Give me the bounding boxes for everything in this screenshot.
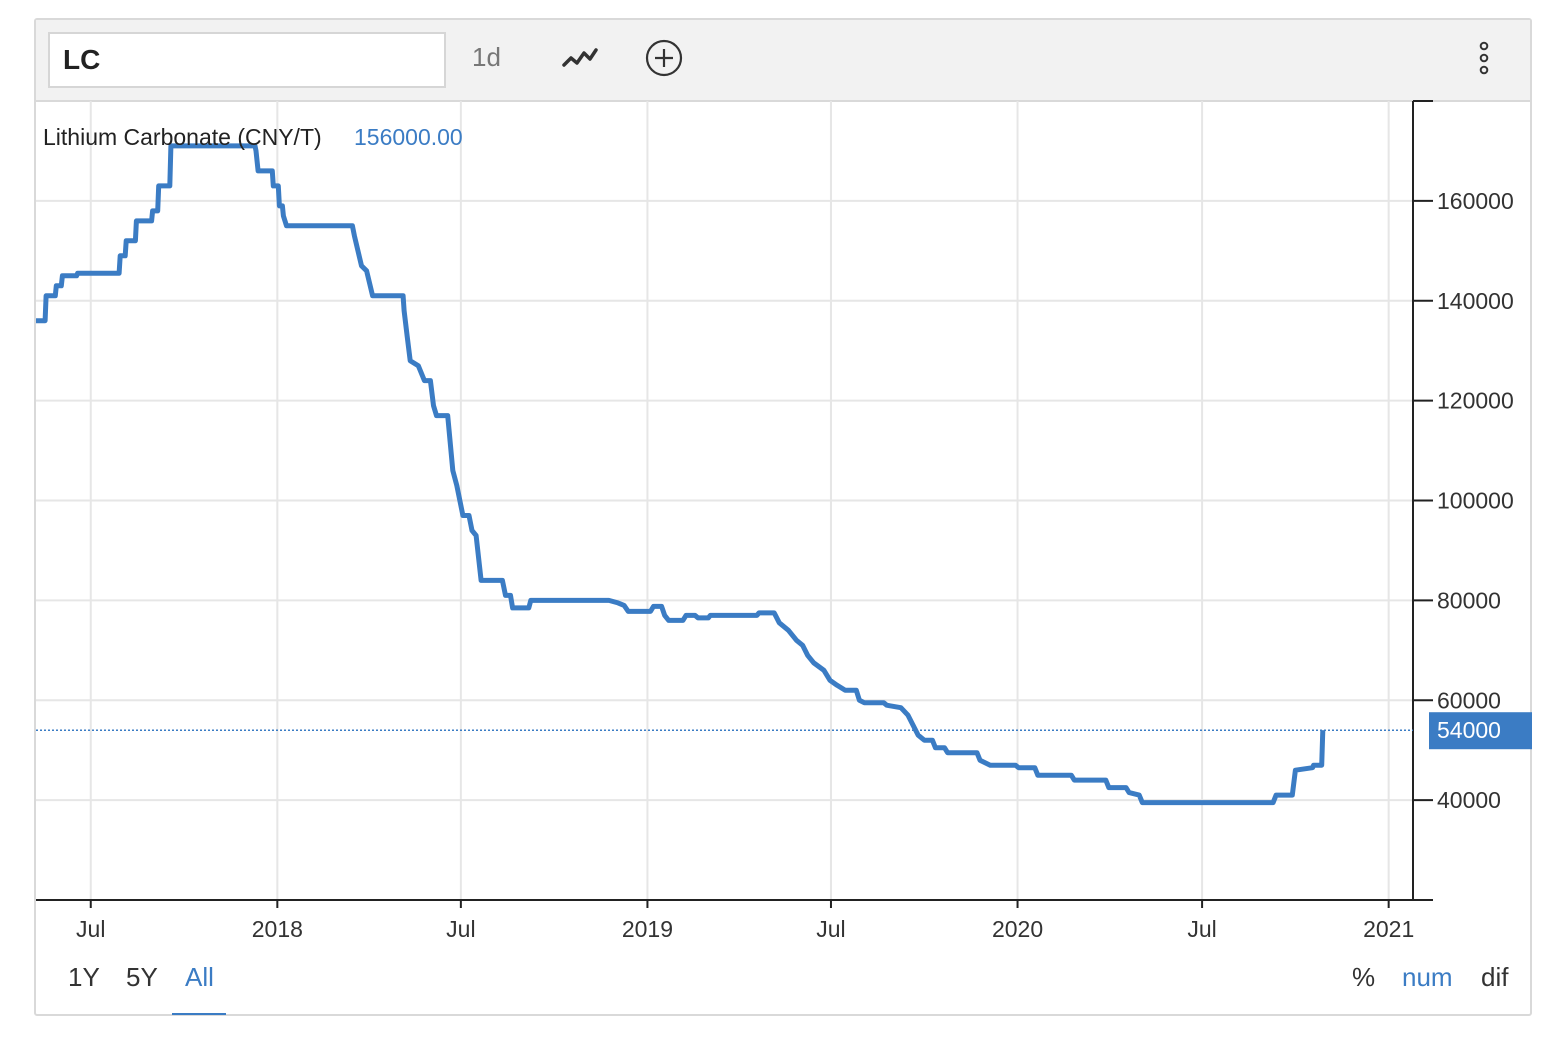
x-tick-label: Jul bbox=[1187, 916, 1216, 942]
x-tick-label: 2019 bbox=[622, 916, 673, 942]
y-tick-label: 140000 bbox=[1437, 288, 1514, 314]
mode-button-percent[interactable]: % bbox=[1352, 962, 1376, 992]
interval-selector[interactable]: 1d bbox=[472, 42, 501, 72]
last-price-badge bbox=[1429, 712, 1532, 750]
x-tick-label: 2020 bbox=[992, 916, 1043, 942]
y-tick-label: 60000 bbox=[1437, 687, 1501, 713]
chart-widget: LC 1d bbox=[34, 18, 1532, 1016]
y-tick-label: 40000 bbox=[1437, 787, 1501, 813]
chart-toolbar: LC 1d bbox=[36, 20, 1530, 102]
axes: Jul 2018 Jul 2019 Jul 2020 Jul 2021 40000 60000 80… bbox=[36, 100, 1514, 942]
mode-button-num[interactable]: num bbox=[1402, 962, 1453, 992]
range-button-1y[interactable]: 1Y bbox=[68, 962, 100, 992]
x-tick-label: 2021 bbox=[1363, 916, 1414, 942]
price-series-line[interactable] bbox=[36, 143, 1326, 806]
more-vertical-icon[interactable] bbox=[1464, 38, 1504, 78]
range-button-5y[interactable]: 5Y bbox=[126, 962, 158, 992]
legend-series-name: Lithium Carbonate (CNY/T) bbox=[43, 124, 322, 150]
active-range-indicator bbox=[172, 1013, 226, 1015]
series-layer bbox=[36, 143, 1326, 806]
y-tick-label: 100000 bbox=[1437, 488, 1514, 514]
x-tick-label: Jul bbox=[76, 916, 105, 942]
add-circle-icon[interactable] bbox=[644, 38, 684, 78]
grid bbox=[36, 101, 1413, 900]
x-tick-label: 2018 bbox=[252, 916, 303, 942]
range-button-all[interactable]: All bbox=[185, 962, 214, 992]
x-tick-label: Jul bbox=[816, 916, 845, 942]
line-chart-icon[interactable] bbox=[560, 38, 600, 78]
legend-series-value: 156000.00 bbox=[354, 124, 463, 150]
y-tick-label: 120000 bbox=[1437, 388, 1514, 414]
y-tick-label: 160000 bbox=[1437, 188, 1514, 214]
last-price-label: 54000 bbox=[1437, 717, 1501, 743]
mode-button-dif[interactable]: dif bbox=[1481, 962, 1509, 992]
y-tick-label: 80000 bbox=[1437, 587, 1501, 613]
x-tick-label: Jul bbox=[446, 916, 475, 942]
symbol-input[interactable]: LC bbox=[48, 32, 446, 88]
last-price-layer: 54000 bbox=[36, 712, 1532, 750]
